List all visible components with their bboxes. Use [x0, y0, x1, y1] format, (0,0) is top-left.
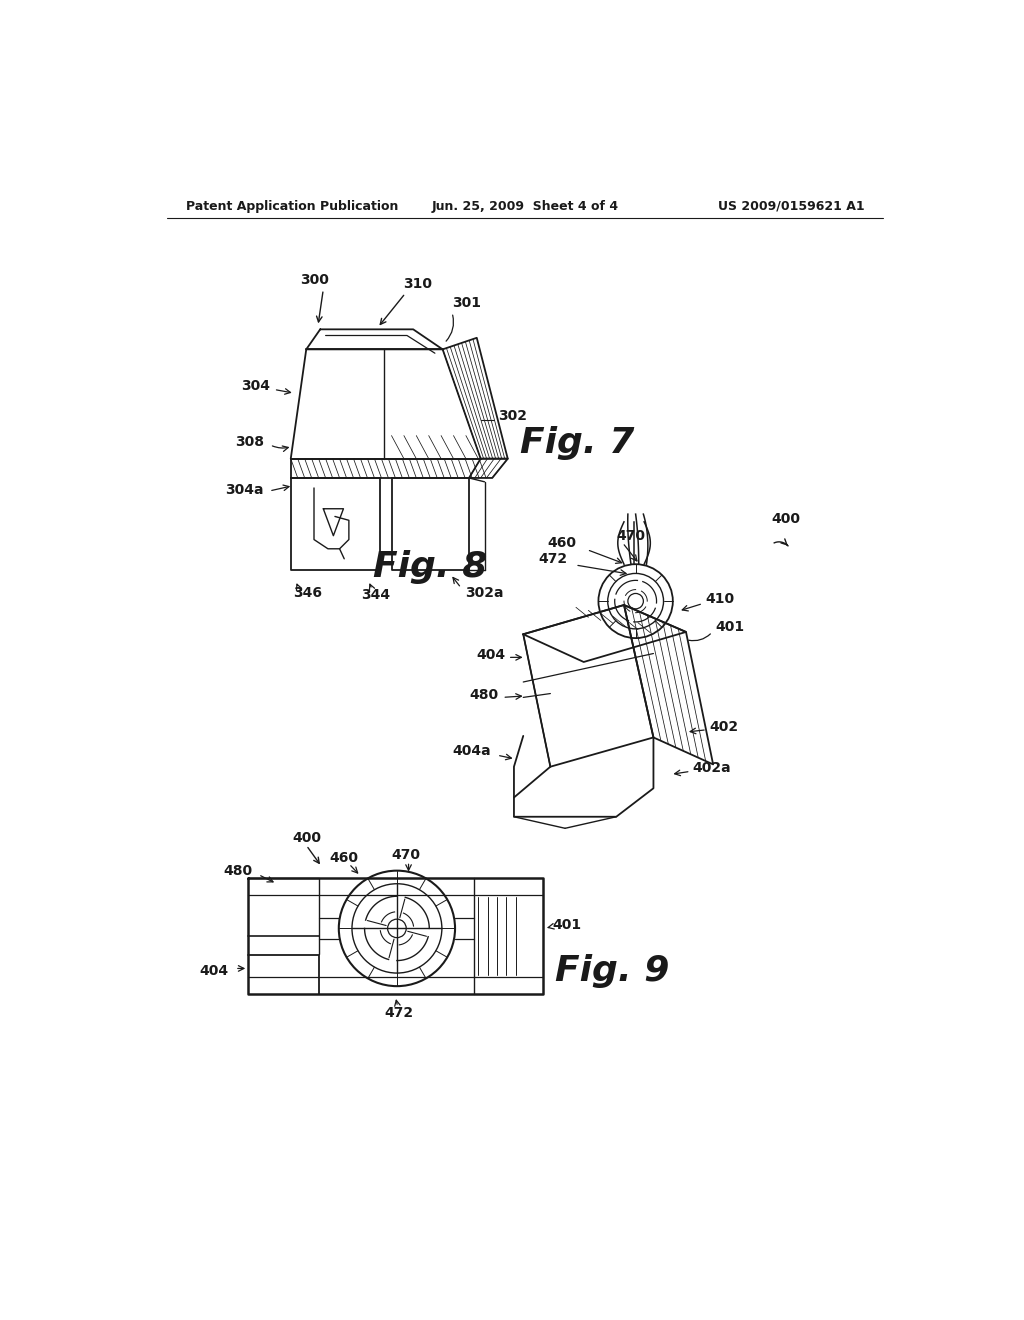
Text: US 2009/0159621 A1: US 2009/0159621 A1	[718, 199, 864, 213]
Text: 460: 460	[329, 850, 358, 865]
Text: 402: 402	[710, 719, 738, 734]
Text: 470: 470	[616, 529, 645, 543]
Text: 401: 401	[716, 619, 744, 634]
Text: 401: 401	[553, 917, 582, 932]
Text: Patent Application Publication: Patent Application Publication	[186, 199, 398, 213]
Text: 308: 308	[234, 434, 263, 449]
Text: 480: 480	[469, 688, 499, 702]
Text: 302: 302	[499, 409, 527, 424]
Text: 404a: 404a	[452, 744, 490, 758]
Text: Jun. 25, 2009  Sheet 4 of 4: Jun. 25, 2009 Sheet 4 of 4	[431, 199, 618, 213]
Text: 404: 404	[200, 964, 228, 978]
Text: 402a: 402a	[692, 762, 731, 775]
Text: 302a: 302a	[465, 586, 504, 601]
Text: 300: 300	[300, 273, 329, 286]
Text: 344: 344	[361, 587, 390, 602]
Text: 304a: 304a	[225, 483, 263, 496]
Text: 404: 404	[476, 648, 506, 663]
Text: 310: 310	[403, 277, 432, 290]
Text: 346: 346	[293, 586, 323, 601]
Text: 480: 480	[223, 863, 252, 878]
Text: 460: 460	[547, 536, 575, 550]
Text: 472: 472	[539, 552, 567, 566]
Text: 304: 304	[241, 379, 270, 392]
Text: 400: 400	[292, 830, 322, 845]
Text: 400: 400	[771, 512, 800, 525]
Text: 472: 472	[385, 1006, 414, 1020]
Text: 301: 301	[452, 296, 481, 310]
Text: Fig. 9: Fig. 9	[555, 954, 670, 987]
Text: Fig. 8: Fig. 8	[373, 549, 487, 583]
Text: Fig. 7: Fig. 7	[520, 426, 635, 461]
Text: 470: 470	[391, 849, 420, 862]
Text: 410: 410	[706, 591, 734, 606]
